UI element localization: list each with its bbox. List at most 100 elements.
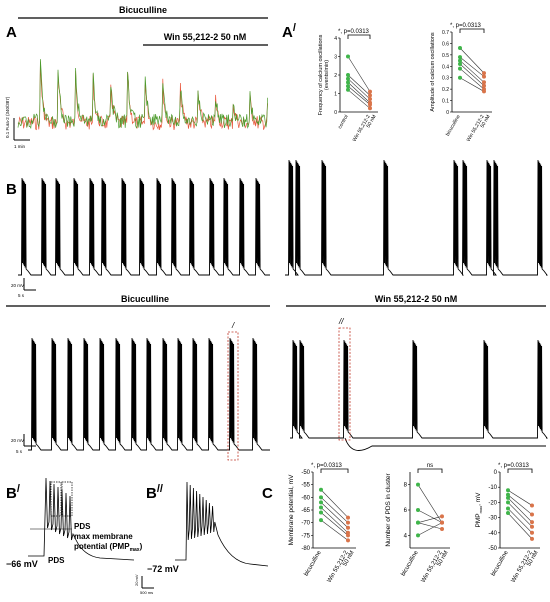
pair-line: [459, 56, 485, 77]
pair-line: [507, 494, 533, 515]
b-lower-scalebar-x: 5 s: [16, 449, 23, 454]
category-label: bicuculline: [491, 549, 511, 577]
pds-box-1: [50, 481, 62, 517]
data-point-before: [458, 55, 462, 60]
pair-line: [459, 47, 485, 74]
y-tick-label: 3: [334, 55, 337, 61]
pair-line: [320, 497, 349, 523]
data-point-after: [368, 97, 372, 102]
pmp-label-line2: potential (PMPmax): [74, 542, 143, 553]
data-point-before: [506, 488, 510, 493]
y-axis-label-part: PMP: [475, 513, 482, 527]
cluster-trace: [175, 481, 269, 567]
pair-line: [459, 68, 485, 90]
pair-line: [320, 512, 349, 536]
significance-bracket: [459, 28, 485, 33]
significance-bracket: [417, 468, 443, 473]
y-axis-label-part: , mV: [475, 492, 482, 506]
data-point-after: [368, 106, 372, 111]
pair-line: [507, 497, 533, 523]
panel-label-b-prime: B/: [6, 483, 20, 502]
pair-line: [417, 516, 443, 523]
panel-label-b: B: [6, 181, 17, 198]
calcium-traces: [17, 59, 268, 131]
data-point-before: [506, 511, 510, 516]
data-point-after: [530, 503, 534, 508]
pair-line: [320, 519, 349, 541]
y-axis-label-line2: (events/min): [324, 60, 330, 90]
pair-line: [347, 85, 371, 105]
y-tick-label: 0.1: [442, 99, 449, 105]
panel-label-a-prime: A/: [282, 22, 296, 41]
b-top-right-trace: [285, 159, 548, 276]
y-tick-label: 2: [334, 73, 337, 79]
y-tick-label: -30: [488, 516, 497, 522]
data-point-before: [346, 73, 350, 77]
pds-label-upper: PDS: [74, 522, 91, 531]
data-point-before: [319, 510, 323, 515]
panel-b-prime: B/ PDS max membrane potential (PMPmax) P…: [6, 477, 143, 569]
y-axis-label: Number of PDS in cluster: [385, 473, 392, 547]
pair-line: [347, 78, 371, 100]
data-point-before: [458, 75, 462, 80]
bicuculline-title: Bicuculline: [119, 5, 167, 15]
calcium-trace: [17, 61, 268, 131]
pair-line: [507, 512, 533, 540]
cluster-box-2: [338, 327, 351, 441]
significance-bracket: [320, 468, 349, 473]
voltage-trace: [290, 339, 548, 439]
data-point-before: [346, 87, 350, 92]
a-scalebar-label: 1 min: [14, 144, 26, 149]
significance-label: *, p=0.0313: [311, 463, 343, 469]
category-label: bicuculline: [445, 114, 462, 137]
data-point-after: [346, 515, 350, 520]
y-tick-label: -80: [301, 546, 310, 552]
y-tick-label: 0.6: [442, 41, 449, 47]
data-point-after: [530, 536, 534, 541]
b2-scalebar-y: 20 mV: [134, 574, 139, 586]
pair-line: [417, 484, 443, 523]
data-point-after: [346, 525, 350, 530]
chart-frequency: 0 1 2 3 4 Frequency of calcium oscillations (e…: [318, 29, 378, 143]
b-top-left-trace: [18, 177, 270, 276]
panel-a: A Bicuculline Win 55,212-2 50 nM 0.1 Fur…: [5, 5, 268, 149]
panel-b: B 20 mV 5 s: [6, 159, 548, 298]
chart-membrane-potential: -80 -75 -70 -65 -60 -55 -50 Membrane potential,…: [288, 463, 356, 584]
data-point-after: [530, 512, 534, 517]
data-point-after: [440, 527, 444, 531]
a-ylabel: 0.1 Fura-2 (340/387): [5, 96, 10, 138]
cluster-marker-2: //: [338, 317, 344, 326]
data-point-before: [319, 500, 323, 505]
significance-label: *, p=0.0313: [450, 23, 482, 29]
panel-b-double-prime: B// −72 mV 20 mV 500 ms: [134, 481, 269, 595]
significance-label: ns: [427, 463, 433, 469]
pds-box-2: [61, 481, 73, 517]
data-point-after: [530, 520, 534, 525]
data-point-after: [530, 524, 534, 529]
y-tick-label: 0.7: [442, 30, 449, 36]
data-point-before: [458, 46, 462, 50]
data-point-after: [482, 71, 486, 76]
data-point-after: [530, 530, 534, 535]
data-point-after: [440, 520, 444, 525]
b-double-prime-trace: [175, 481, 269, 567]
data-point-after: [482, 89, 486, 94]
voltage-trace: [285, 159, 548, 276]
y-tick-label: 0.4: [442, 64, 449, 70]
panel-label-b-double-prime: B//: [146, 483, 163, 502]
pair-line: [459, 77, 485, 92]
pair-line: [507, 502, 533, 527]
y-tick-label: 8: [404, 483, 408, 489]
pair-line: [320, 489, 349, 518]
data-point-after: [482, 80, 486, 85]
data-point-before: [458, 66, 462, 71]
b-double-prime-holding-potential: −72 mV: [147, 564, 179, 574]
pair-line: [417, 509, 443, 523]
voltage-trace: [18, 177, 270, 276]
y-tick-label: 0: [446, 110, 449, 116]
y-tick-label: -60: [301, 495, 310, 501]
data-point-after: [346, 520, 350, 525]
y-tick-label: 1: [334, 92, 337, 98]
